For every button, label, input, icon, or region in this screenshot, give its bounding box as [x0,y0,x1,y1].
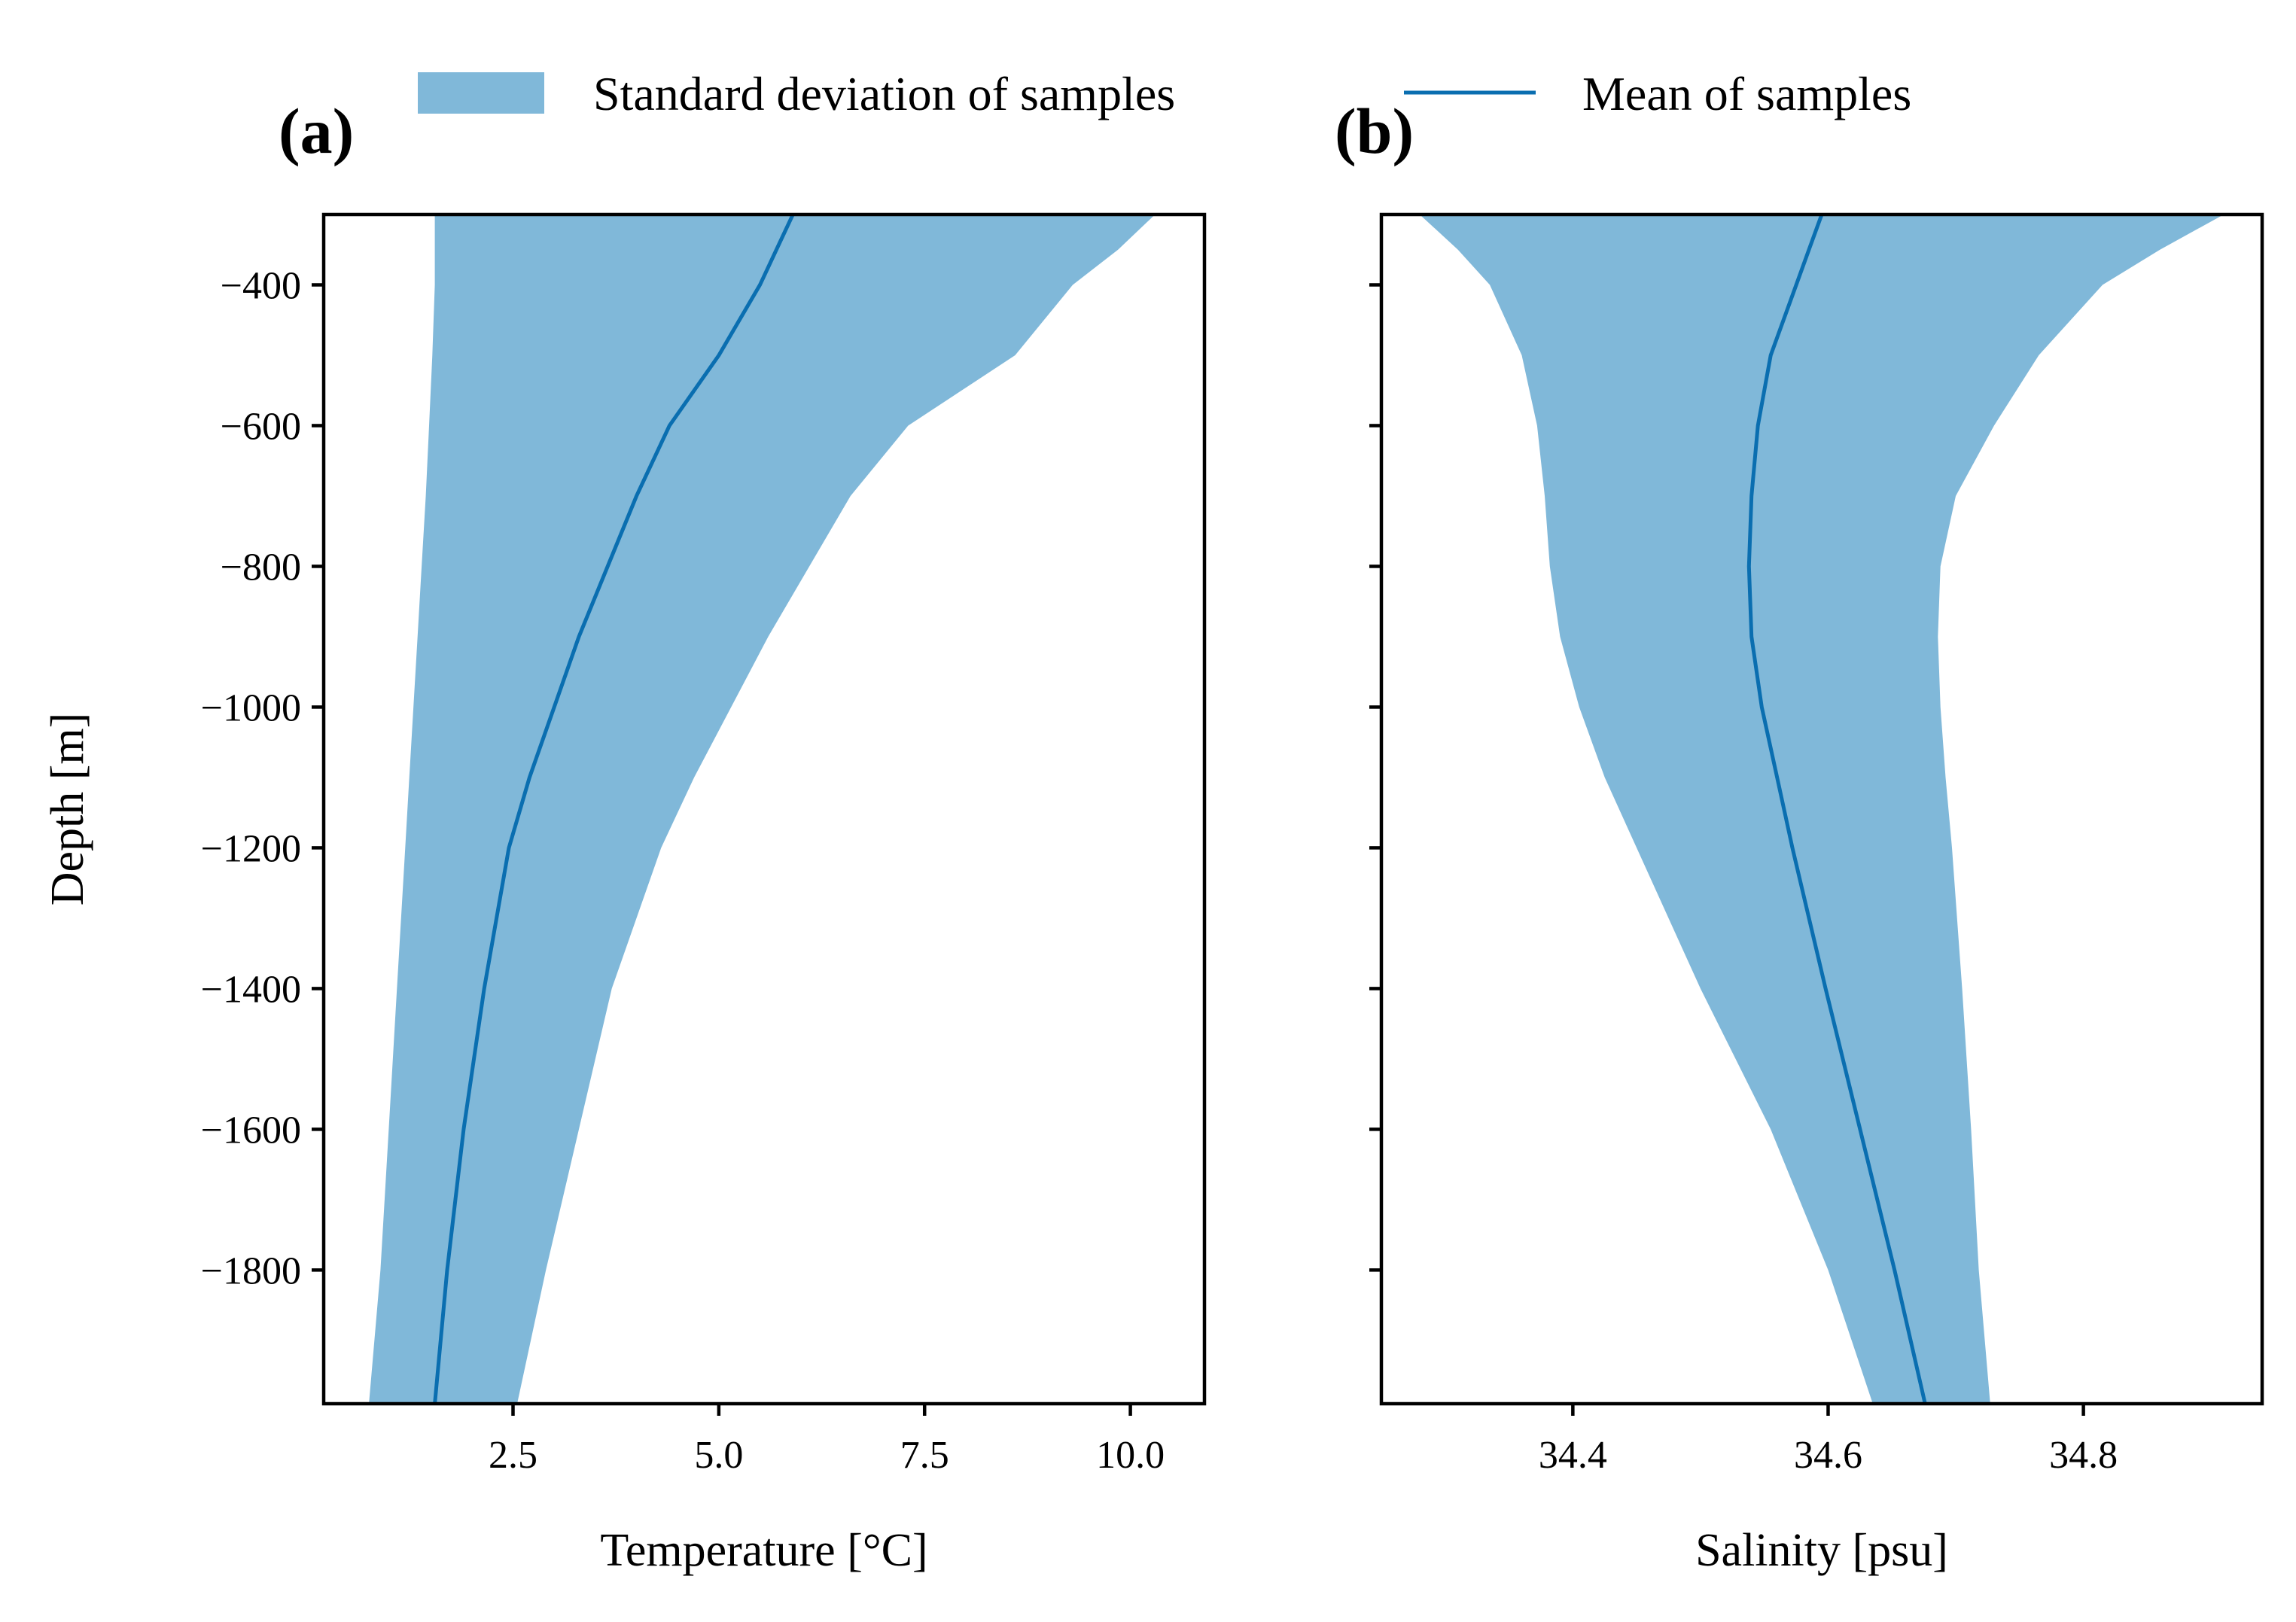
legend-std-label: Standard deviation of samples [593,67,1175,120]
x-tick-label: 34.6 [1794,1434,1862,1477]
mean-line-b [1746,214,1927,1404]
y-tick-label: −1800 [201,1249,301,1292]
axes-frame-b [1379,212,2264,1406]
x-tick-label: 5.0 [694,1434,743,1477]
plot-area-a [369,213,1156,1404]
x-axis-label-a: Temperature [°C] [600,1525,927,1576]
x-ticks-b: 34.4 34.6 34.8 [1539,1404,2118,1477]
legend-mean-label: Mean of samples [1582,67,1911,120]
y-tick-label: −800 [221,546,301,589]
y-tick-label: −1200 [201,827,301,870]
panel-b-salinity: (b) 34.4 34.6 34.8 Salinity [psu] [1335,95,2264,1576]
y-axis-label-a: Depth [m] [42,713,93,906]
y-tick-label: −600 [221,405,301,448]
mean-line-a [433,213,795,1404]
y-ticks-b [1369,283,1381,1272]
x-tick-label: 34.8 [2049,1434,2118,1477]
std-band-a [369,215,1156,1404]
legend-std-swatch [418,72,544,114]
panel-a-temperature: (a) 2.5 5.0 7.5 10.0 −400 −600 −800 −1000 −1200… [42,95,1207,1576]
y-tick-label: −1000 [201,686,301,729]
x-ticks-a: 2.5 5.0 7.5 10.0 [489,1404,1165,1477]
plot-area-b [1419,214,2224,1404]
y-tick-label: −1400 [201,968,301,1011]
panel-b-label: (b) [1335,95,1414,167]
x-axis-label-b: Salinity [psu] [1695,1525,1948,1576]
y-tick-label: −1600 [201,1109,301,1152]
panel-a-label: (a) [279,95,354,167]
std-band-b [1419,215,2224,1404]
x-tick-label: 10.0 [1096,1434,1165,1477]
x-tick-label: 34.4 [1539,1434,1607,1477]
x-tick-label: 7.5 [900,1434,949,1477]
y-ticks-a: −400 −600 −800 −1000 −1200 −1400 −1600 −1800 [201,264,324,1292]
y-tick-label: −400 [221,264,301,307]
legend: Standard deviation of samples Mean of sa… [418,67,1911,120]
axes-frame-a [321,212,1207,1406]
x-tick-label: 2.5 [489,1434,537,1477]
